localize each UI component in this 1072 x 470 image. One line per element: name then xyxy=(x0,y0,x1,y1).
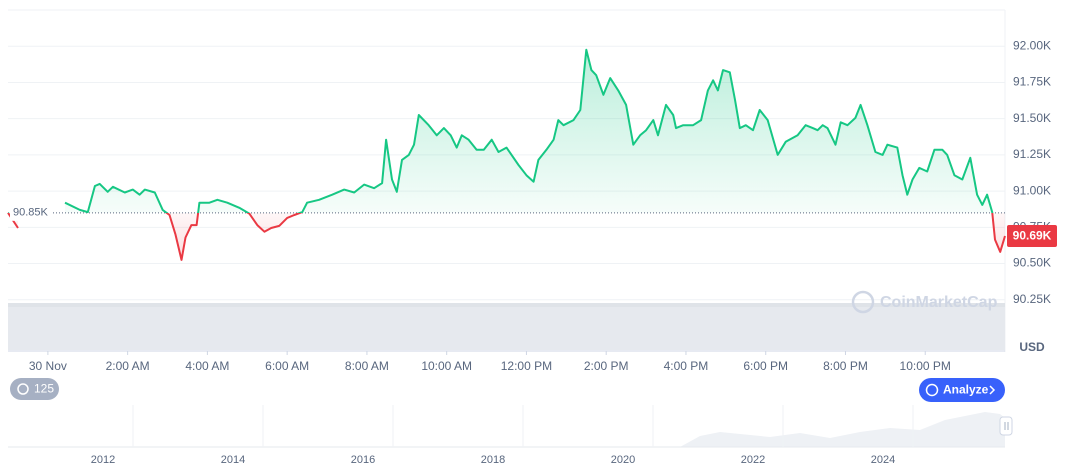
x-tick-label: 12:00 PM xyxy=(501,359,552,373)
x-tick-label: 2:00 PM xyxy=(584,359,629,373)
navigator-label: 2016 xyxy=(351,454,375,466)
y-tick-label: 91.00K xyxy=(1013,183,1051,197)
y-tick-label: 90.25K xyxy=(1013,292,1051,306)
y-tick-label: 91.25K xyxy=(1013,147,1051,161)
y-axis-label: USD xyxy=(1019,340,1045,354)
plot: 90.25K90.50K90.75K91.00K91.25K91.50K91.7… xyxy=(7,38,1057,373)
reference-label-bg xyxy=(10,204,52,221)
volume-band-top xyxy=(8,303,1005,307)
interval-badge[interactable]: 125 xyxy=(10,378,59,400)
reference-label: 90.85K xyxy=(13,207,49,219)
x-tick-label: 8:00 AM xyxy=(345,359,389,373)
analyze-chevron xyxy=(989,385,996,395)
analyze-icon xyxy=(925,383,939,397)
badge-text: 125 xyxy=(34,382,54,396)
watermark: CoinMarketCap xyxy=(880,294,998,311)
y-tick-label: 90.50K xyxy=(1013,256,1051,270)
analyze-text: Analyze xyxy=(943,383,989,397)
navigator-labels: 2012 2014 2016 2018 2020 2022 2024 xyxy=(91,405,914,466)
price-tag-label: 90.69K xyxy=(1013,229,1052,243)
navigator-label: 2018 xyxy=(481,454,505,466)
analyze-bg[interactable] xyxy=(919,378,1005,402)
x-tick-label: 10:00 AM xyxy=(421,359,472,373)
y-tick-label: 91.50K xyxy=(1013,111,1051,125)
y-tick-label: 92.00K xyxy=(1013,38,1051,52)
x-tick-label: 4:00 AM xyxy=(185,359,229,373)
navigator-label: 2020 xyxy=(611,454,635,466)
price-tag-bg xyxy=(1007,225,1057,248)
analyze-button[interactable]: Analyze xyxy=(919,378,1005,402)
y-tick-label: 91.75K xyxy=(1013,75,1051,89)
x-tick-label: 6:00 PM xyxy=(743,359,788,373)
x-tick-label: 8:00 PM xyxy=(823,359,868,373)
x-tick-label: 30 Nov xyxy=(29,359,67,373)
x-tick-label: 6:00 AM xyxy=(265,359,309,373)
badge-icon xyxy=(17,383,29,395)
x-tick-label: 4:00 PM xyxy=(664,359,709,373)
navigator-label: 2014 xyxy=(221,454,245,466)
navigator-label: 2012 xyxy=(91,454,115,466)
price-area xyxy=(8,49,1005,260)
watermark-logo xyxy=(851,290,875,314)
volume-band xyxy=(8,307,1005,350)
navigator-label: 2022 xyxy=(741,454,765,466)
navigator-label: 2024 xyxy=(871,454,895,466)
x-tick-label: 2:00 AM xyxy=(106,359,150,373)
x-tick-label: 10:00 PM xyxy=(900,359,951,373)
navigator-handle[interactable] xyxy=(999,416,1013,436)
navigator-area xyxy=(680,412,1005,447)
